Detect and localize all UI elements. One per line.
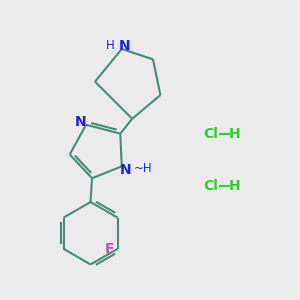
Text: Cl: Cl (203, 179, 218, 193)
Text: N: N (75, 116, 87, 129)
Text: ~H: ~H (134, 162, 152, 175)
Text: H: H (229, 127, 241, 141)
Text: H: H (229, 179, 241, 193)
Text: N: N (118, 39, 130, 53)
Text: F: F (104, 242, 114, 256)
Text: H: H (106, 40, 115, 52)
Text: Cl: Cl (203, 127, 218, 141)
Text: N: N (119, 163, 131, 177)
